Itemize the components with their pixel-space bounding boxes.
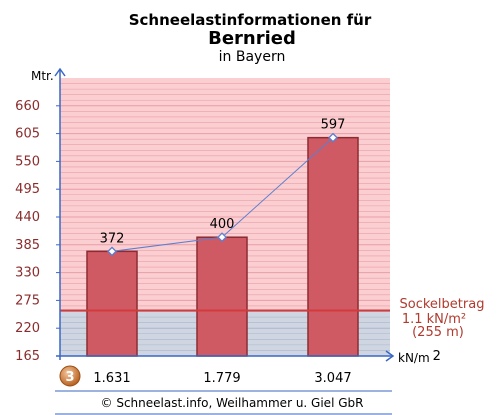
bars [86, 136, 359, 357]
axes [54, 67, 395, 362]
y-tick-label: 275 [15, 293, 40, 308]
data-label: 597 [321, 118, 346, 133]
value-point [328, 132, 338, 143]
y-tick-label: 550 [15, 154, 40, 169]
x-axis-label: kN/m 2 [398, 349, 441, 365]
bar [196, 236, 248, 357]
load-values: 1.631 1.779 3.047 [93, 371, 351, 386]
y-axis-label: Mtr. [31, 69, 54, 83]
chart-title: Schneelastinformationen für [129, 11, 372, 29]
value-point [107, 246, 117, 257]
y-tick-labels: 165 220 275 330 385 440 495 550 605 660 [15, 99, 60, 364]
bar [307, 136, 359, 357]
data-label: 372 [100, 231, 125, 246]
load-value: 1.631 [93, 371, 130, 386]
y-tick-label: 495 [15, 182, 40, 197]
sockel-label: Sockelbetrag [400, 297, 485, 312]
load-value: 3.047 [314, 371, 351, 386]
sockel-load: 1.1 kN/m² [402, 312, 466, 327]
data-labels: 372 400 597 [100, 118, 346, 247]
y-tick-label: 605 [15, 127, 40, 142]
x-axis-arrow [385, 350, 395, 362]
value-points [107, 132, 338, 257]
snow-zone-badge [59, 365, 81, 387]
y-tick-label: 165 [15, 349, 40, 364]
y-tick-label: 220 [15, 321, 40, 336]
x-axis-label-exp: 2 [433, 349, 441, 364]
sockel-height: (255 m) [412, 325, 464, 340]
bar [86, 250, 138, 357]
load-value: 1.779 [203, 371, 240, 386]
snow-zone-number: 3 [65, 370, 74, 385]
copyright-text: © Schneelast.info, Weilhammer u. Giel Gb… [101, 396, 364, 410]
y-tick-label: 385 [15, 238, 40, 253]
y-axis-arrow [54, 67, 66, 77]
place-name: Bernried [208, 28, 296, 49]
y-tick-label: 330 [15, 266, 40, 281]
y-tick-label: 660 [15, 99, 40, 114]
region-name: in Bayern [219, 49, 286, 65]
value-point [217, 232, 227, 243]
y-tick-label: 440 [15, 210, 40, 225]
data-label: 400 [210, 217, 235, 232]
